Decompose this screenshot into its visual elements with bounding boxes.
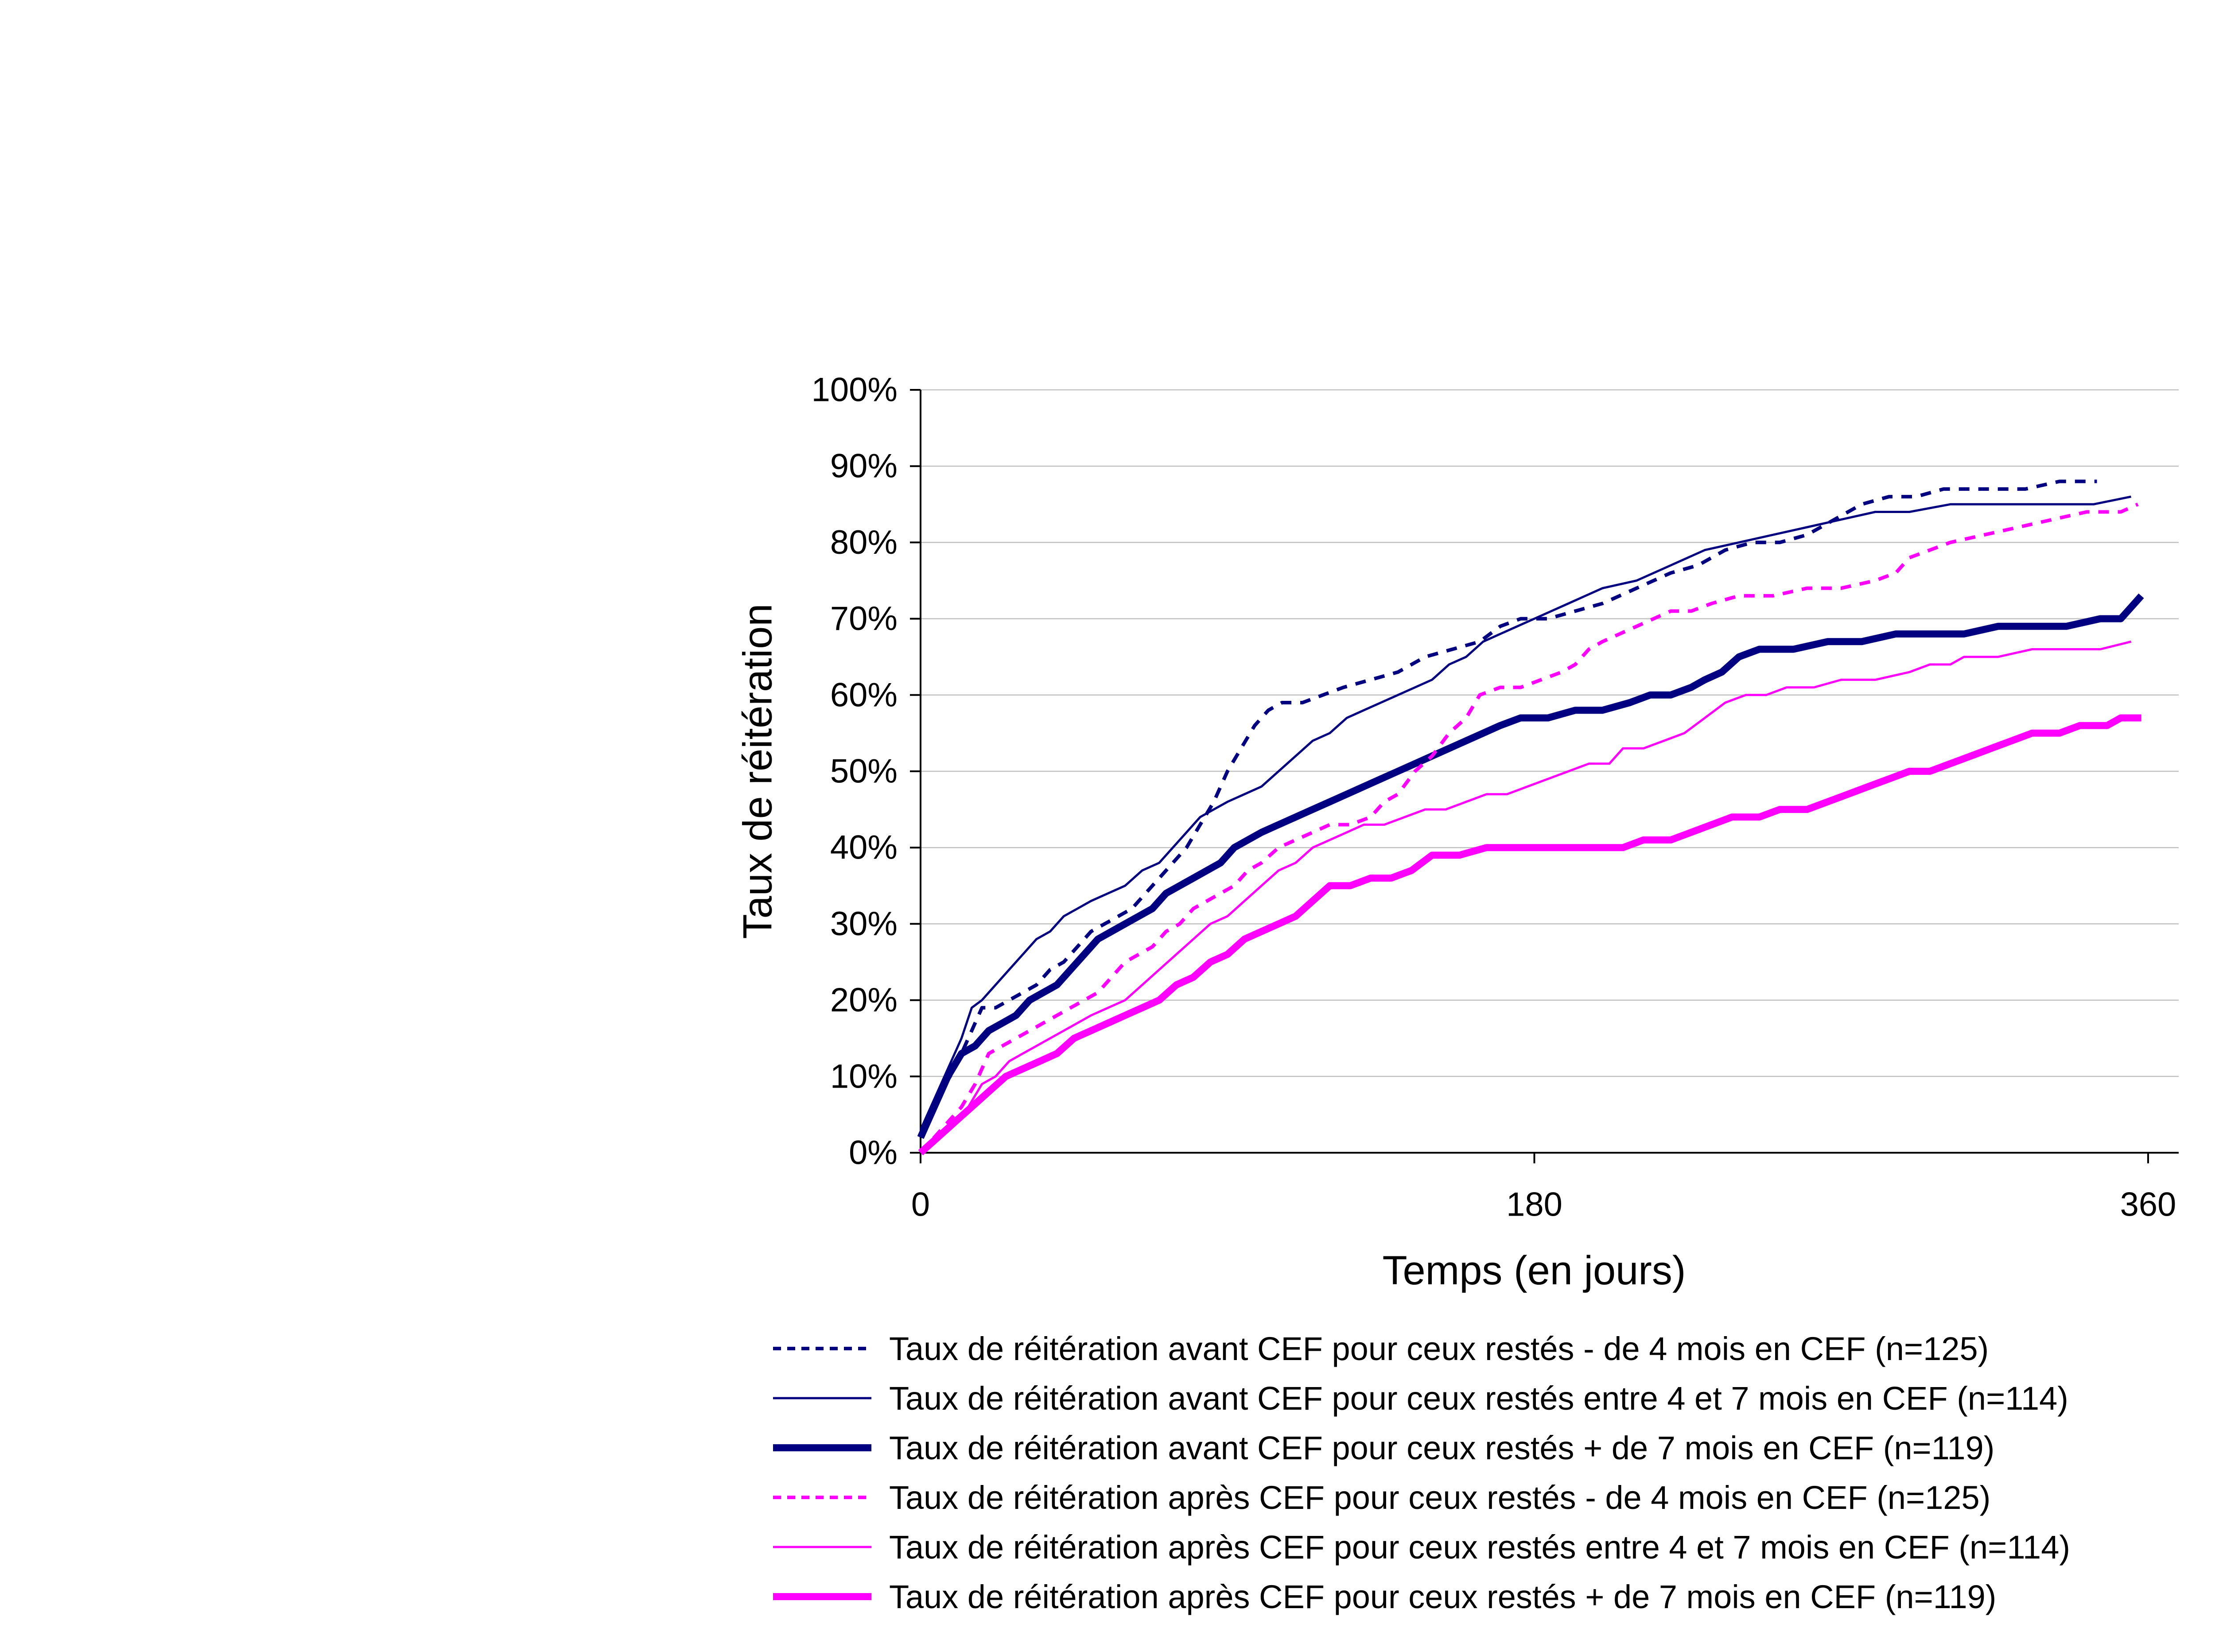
legend-line-sample bbox=[773, 1444, 871, 1451]
series-line-0 bbox=[919, 479, 2097, 1139]
y-tick-label: 20% bbox=[830, 981, 898, 1019]
legend-item: Taux de réitération avant CEF pour ceux … bbox=[771, 1324, 2070, 1373]
y-tick-label: 60% bbox=[830, 676, 898, 714]
legend-label: Taux de réitération avant CEF pour ceux … bbox=[889, 1429, 1995, 1466]
chart-legend: Taux de réitération avant CEF pour ceux … bbox=[771, 1324, 2070, 1621]
legend-item: Taux de réitération avant CEF pour ceux … bbox=[771, 1373, 2070, 1423]
series-line-1 bbox=[919, 495, 2131, 1131]
legend-line-sample bbox=[773, 1546, 871, 1548]
x-tick-label: 180 bbox=[1506, 1186, 1562, 1223]
x-tick-label: 0 bbox=[911, 1186, 930, 1223]
legend-label: Taux de réitération après CEF pour ceux … bbox=[889, 1578, 1997, 1615]
legend-label: Taux de réitération après CEF pour ceux … bbox=[889, 1479, 1991, 1516]
y-tick-label: 50% bbox=[830, 753, 898, 790]
y-tick-label: 80% bbox=[830, 524, 898, 561]
legend-label: Taux de réitération avant CEF pour ceux … bbox=[889, 1330, 1989, 1367]
y-tick-label: 30% bbox=[830, 905, 898, 943]
series-line-4 bbox=[920, 640, 2132, 1154]
y-tick-label: 40% bbox=[830, 829, 898, 867]
y-tick-label: 100% bbox=[812, 371, 898, 409]
legend-line-sample bbox=[773, 1397, 871, 1399]
legend-line-sample bbox=[773, 1347, 871, 1350]
legend-line-sample bbox=[773, 1496, 871, 1499]
legend-line-sample bbox=[773, 1593, 871, 1600]
series-line-2 bbox=[917, 593, 2144, 1139]
y-tick-label: 0% bbox=[849, 1134, 898, 1172]
legend-item: Taux de réitération après CEF pour ceux … bbox=[771, 1522, 2070, 1572]
x-tick-label: 360 bbox=[2120, 1186, 2176, 1223]
legend-item: Taux de réitération avant CEF pour ceux … bbox=[771, 1423, 2070, 1473]
y-tick-label: 10% bbox=[830, 1057, 898, 1095]
y-axis-title: Taux de réitération bbox=[735, 603, 781, 939]
legend-item: Taux de réitération après CEF pour ceux … bbox=[771, 1572, 2070, 1621]
legend-item: Taux de réitération après CEF pour ceux … bbox=[771, 1473, 2070, 1522]
legend-label: Taux de réitération après CEF pour ceux … bbox=[889, 1528, 2070, 1566]
y-tick-label: 70% bbox=[830, 600, 898, 637]
y-tick-label: 90% bbox=[830, 447, 898, 485]
x-axis-title: Temps (en jours) bbox=[1382, 1248, 1686, 1293]
series-line-5 bbox=[918, 714, 2141, 1155]
legend-label: Taux de réitération avant CEF pour ceux … bbox=[889, 1380, 2068, 1417]
series-line-3 bbox=[919, 502, 2139, 1154]
